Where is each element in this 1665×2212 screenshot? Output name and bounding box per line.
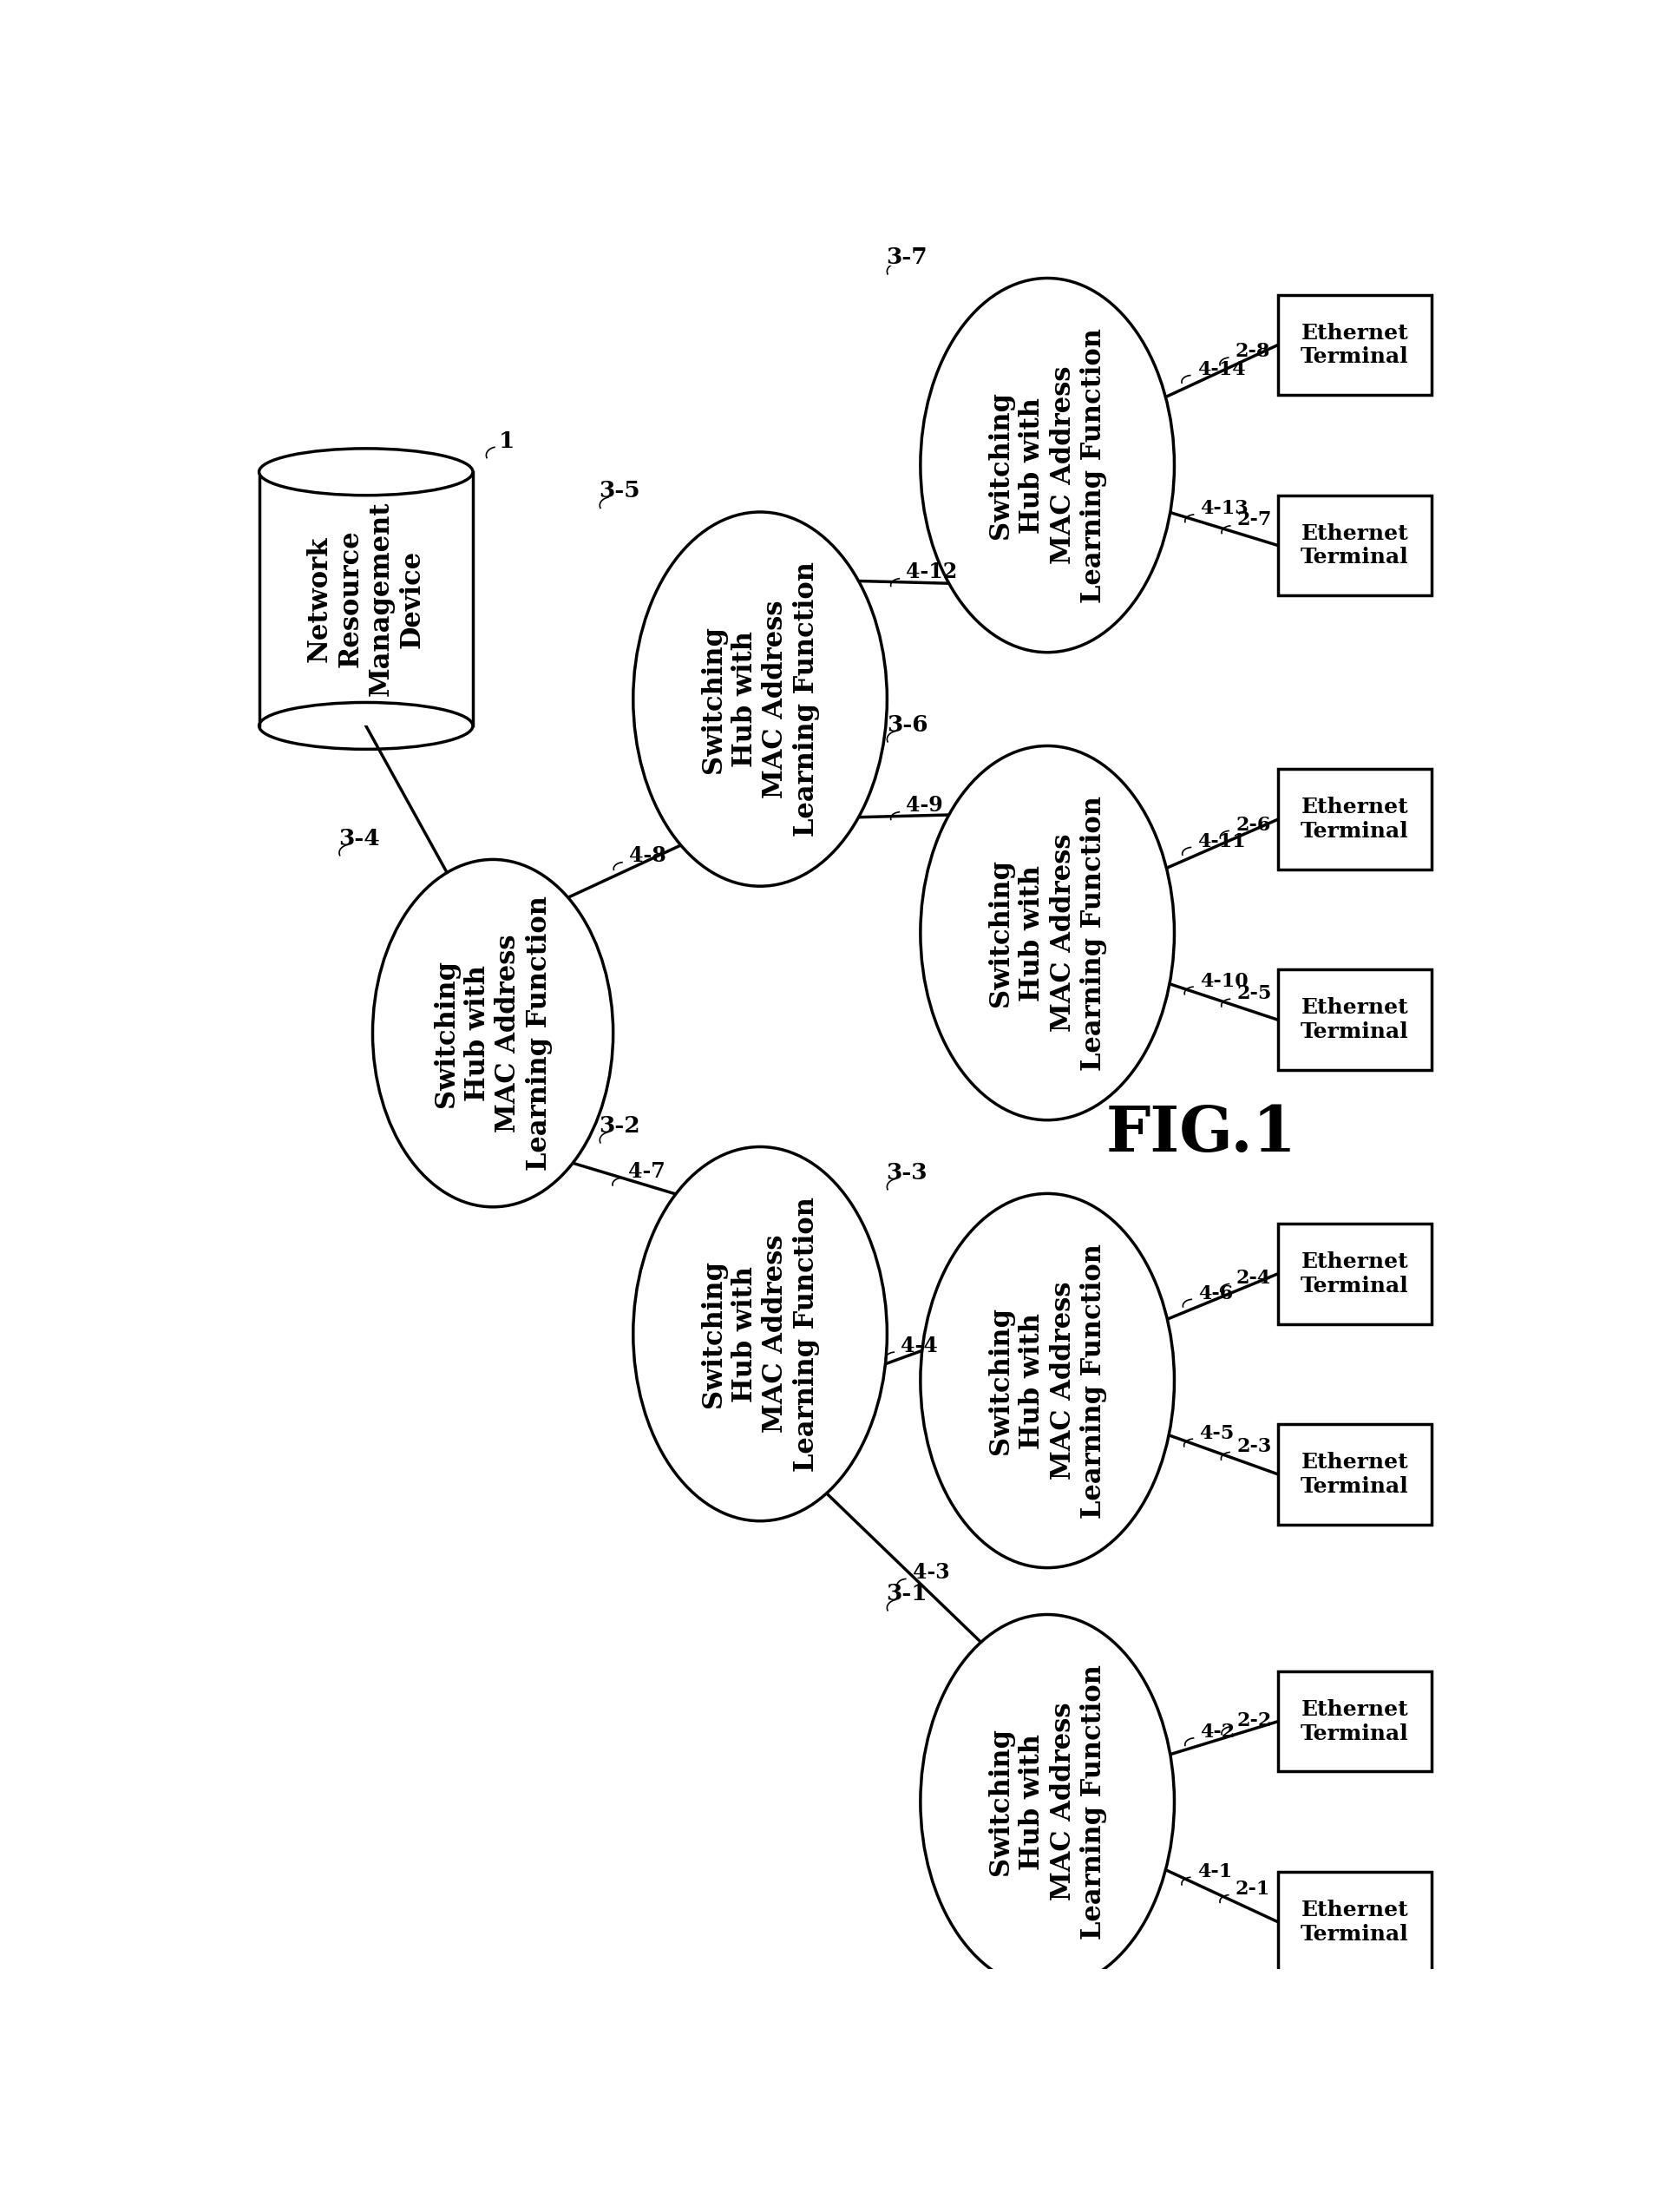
Text: Switching
Hub with
MAC Address
Learning Function: Switching Hub with MAC Address Learning … [699,562,821,836]
FancyBboxPatch shape [1277,1223,1432,1323]
Text: 3-6: 3-6 [886,714,927,737]
Bar [260,471,473,726]
Ellipse shape [260,449,473,495]
Text: 4-8: 4-8 [629,845,666,867]
Text: 2-7: 2-7 [1237,511,1272,529]
Text: Ethernet
Terminal: Ethernet Terminal [1300,1252,1409,1296]
Ellipse shape [921,745,1174,1119]
Text: Ethernet
Terminal: Ethernet Terminal [1300,1451,1409,1498]
Text: 4-13: 4-13 [1200,500,1249,518]
Text: Ethernet
Terminal: Ethernet Terminal [1300,998,1409,1042]
Text: 2-6: 2-6 [1235,816,1270,834]
Text: 3-4: 3-4 [338,827,380,849]
Text: Ethernet
Terminal: Ethernet Terminal [1300,1900,1409,1944]
Text: 4-12: 4-12 [906,562,957,582]
Text: Ethernet
Terminal: Ethernet Terminal [1300,323,1409,367]
Text: 4-1: 4-1 [1197,1863,1232,1880]
Ellipse shape [373,860,613,1208]
Text: 4-6: 4-6 [1199,1283,1234,1303]
Text: 3-3: 3-3 [886,1161,927,1183]
Text: 4-3: 4-3 [912,1562,949,1582]
Text: Switching
Hub with
MAC Address
Learning Function: Switching Hub with MAC Address Learning … [433,896,553,1170]
Text: FIG.1: FIG.1 [1106,1102,1297,1164]
Text: Ethernet
Terminal: Ethernet Terminal [1300,522,1409,568]
Text: 2-1: 2-1 [1235,1880,1270,1898]
Text: Switching
Hub with
MAC Address
Learning Function: Switching Hub with MAC Address Learning … [699,1197,821,1471]
Text: 3-5: 3-5 [599,480,641,502]
Text: Ethernet
Terminal: Ethernet Terminal [1300,1699,1409,1743]
Ellipse shape [633,1146,887,1522]
Text: 4-10: 4-10 [1200,971,1249,991]
Text: 3-2: 3-2 [599,1115,641,1137]
FancyBboxPatch shape [1277,1871,1432,1973]
Text: 4-5: 4-5 [1199,1425,1234,1442]
Text: 2-4: 2-4 [1235,1270,1270,1287]
Text: 4-9: 4-9 [906,794,942,816]
Text: Ethernet
Terminal: Ethernet Terminal [1300,796,1409,843]
Text: Switching
Hub with
MAC Address
Learning Function: Switching Hub with MAC Address Learning … [987,1243,1107,1517]
Text: 3-7: 3-7 [886,246,927,268]
Text: 2-2: 2-2 [1237,1712,1272,1730]
Text: 4-14: 4-14 [1197,361,1245,378]
Text: Network
Resource
Management
Device: Network Resource Management Device [306,502,426,697]
Text: 4-7: 4-7 [628,1161,664,1181]
Text: Switching
Hub with
MAC Address
Learning Function: Switching Hub with MAC Address Learning … [987,327,1107,604]
Text: Switching
Hub with
MAC Address
Learning Function: Switching Hub with MAC Address Learning … [987,796,1107,1071]
Text: 4-4: 4-4 [901,1336,937,1356]
Text: 2-5: 2-5 [1237,984,1272,1002]
FancyBboxPatch shape [1277,495,1432,595]
Text: 1: 1 [498,429,514,451]
FancyBboxPatch shape [1277,294,1432,396]
Text: 3-1: 3-1 [886,1584,927,1604]
Text: 4-11: 4-11 [1197,832,1245,852]
Text: 2-8: 2-8 [1235,343,1270,361]
Text: Switching
Hub with
MAC Address
Learning Function: Switching Hub with MAC Address Learning … [987,1663,1107,1940]
Text: 4-2: 4-2 [1200,1723,1235,1741]
FancyBboxPatch shape [1277,1425,1432,1524]
FancyBboxPatch shape [1277,770,1432,869]
Text: 2-3: 2-3 [1237,1438,1272,1455]
Ellipse shape [921,1615,1174,1989]
Ellipse shape [921,279,1174,653]
FancyBboxPatch shape [1277,1672,1432,1772]
Ellipse shape [633,511,887,887]
FancyBboxPatch shape [1277,969,1432,1071]
Ellipse shape [921,1194,1174,1568]
